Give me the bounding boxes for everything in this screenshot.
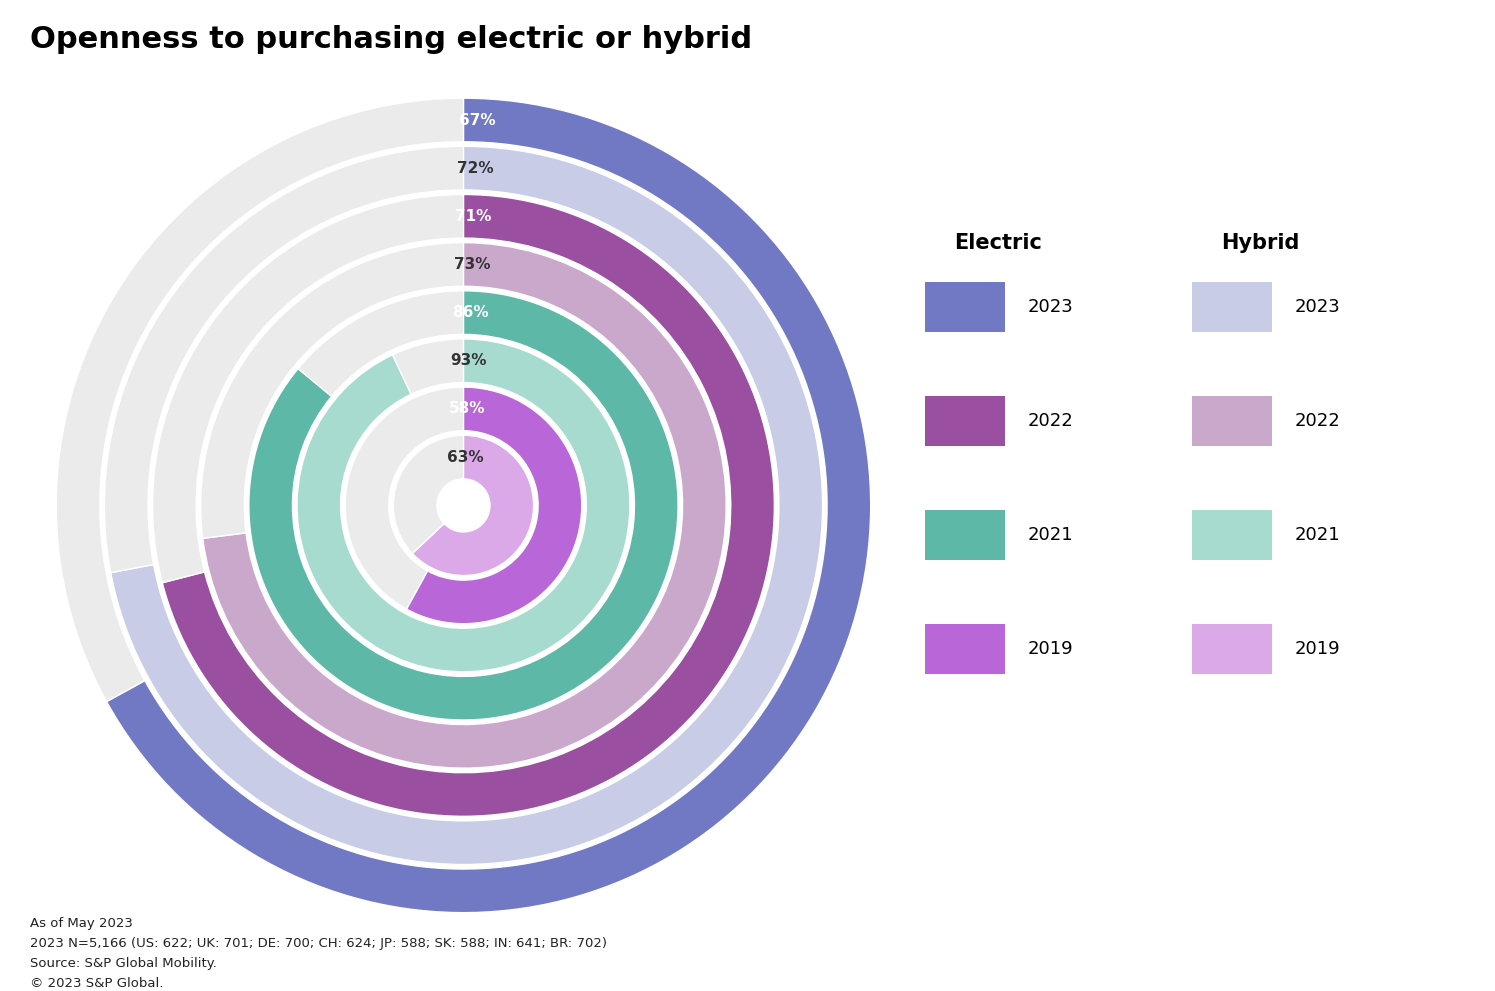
- Text: 2023: 2023: [1027, 298, 1073, 316]
- Wedge shape: [298, 290, 463, 396]
- Wedge shape: [248, 290, 679, 720]
- Text: Electric: Electric: [954, 233, 1042, 253]
- Text: 71%: 71%: [456, 209, 492, 224]
- Wedge shape: [407, 387, 582, 623]
- Text: 2021: 2021: [1027, 526, 1073, 544]
- Wedge shape: [152, 194, 463, 583]
- Wedge shape: [163, 194, 774, 817]
- FancyBboxPatch shape: [925, 282, 1005, 332]
- Text: As of May 2023
2023 N=5,166 (US: 622; UK: 701; DE: 700; CH: 624; JP: 588; SK: 58: As of May 2023 2023 N=5,166 (US: 622; UK…: [30, 917, 607, 990]
- FancyBboxPatch shape: [1193, 396, 1272, 446]
- Text: Hybrid: Hybrid: [1221, 233, 1299, 253]
- Text: 2022: 2022: [1295, 412, 1341, 430]
- Wedge shape: [111, 147, 822, 864]
- Text: 2023: 2023: [1295, 298, 1341, 316]
- Text: 72%: 72%: [457, 161, 493, 175]
- Text: 86%: 86%: [451, 305, 489, 320]
- Wedge shape: [200, 243, 463, 538]
- Text: 2021: 2021: [1295, 526, 1341, 544]
- Text: 67%: 67%: [459, 113, 495, 128]
- FancyBboxPatch shape: [1193, 282, 1272, 332]
- FancyBboxPatch shape: [925, 510, 1005, 560]
- Text: 2019: 2019: [1295, 640, 1341, 658]
- Wedge shape: [57, 98, 463, 702]
- Text: 73%: 73%: [453, 257, 490, 273]
- Wedge shape: [105, 147, 463, 573]
- Wedge shape: [106, 98, 870, 913]
- Text: 2022: 2022: [1027, 412, 1073, 430]
- FancyBboxPatch shape: [925, 396, 1005, 446]
- Wedge shape: [393, 435, 463, 553]
- Text: Openness to purchasing electric or hybrid: Openness to purchasing electric or hybri…: [30, 25, 752, 54]
- Text: 93%: 93%: [450, 354, 487, 369]
- Wedge shape: [298, 339, 629, 672]
- Wedge shape: [345, 387, 463, 609]
- FancyBboxPatch shape: [925, 624, 1005, 674]
- Text: 58%: 58%: [448, 401, 484, 416]
- Wedge shape: [413, 435, 534, 576]
- Text: 2019: 2019: [1027, 640, 1073, 658]
- FancyBboxPatch shape: [1193, 624, 1272, 674]
- Text: 63%: 63%: [447, 450, 483, 465]
- FancyBboxPatch shape: [1193, 510, 1272, 560]
- Wedge shape: [393, 339, 463, 394]
- Wedge shape: [203, 243, 727, 768]
